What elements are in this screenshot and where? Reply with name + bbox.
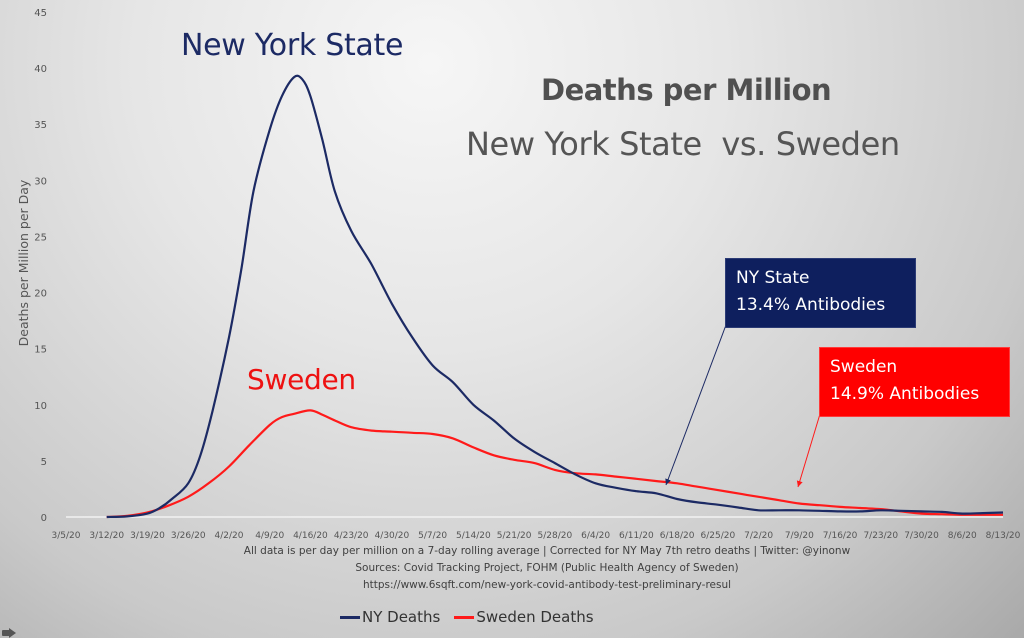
- x-tick-label: 4/2/20: [214, 531, 243, 541]
- x-tick-label: 7/30/20: [904, 531, 939, 541]
- y-tick-label: 0: [41, 513, 47, 524]
- note-url: https://www.6sqft.com/new-york-covid-ant…: [362, 579, 732, 591]
- sweden-series-label: Sweden: [247, 363, 356, 396]
- chart-notes: All data is per day per million on a 7-d…: [0, 543, 1024, 594]
- x-tick-label: 4/16/20: [293, 531, 328, 541]
- annotation-arrows: [665, 324, 821, 488]
- sweden-antibodies-callout: Sweden 14.9% Antibodies: [819, 347, 1010, 417]
- ny-series-label: New York State: [181, 28, 404, 63]
- x-tick-label: 7/9/20: [785, 531, 814, 541]
- x-tick-label: 8/13/20: [986, 531, 1021, 541]
- y-tick-label: 20: [34, 289, 47, 300]
- x-tick-label: 8/6/20: [948, 531, 977, 541]
- ny-callout-arrow: [665, 324, 727, 486]
- x-tick-label: 7/16/20: [823, 531, 858, 541]
- sweden-callout-arrow: [796, 413, 821, 488]
- ny-callout-line2: 13.4% Antibodies: [736, 295, 886, 315]
- note-methodology: All data is per day per million on a 7-d…: [243, 545, 851, 557]
- legend-item-sweden: Sweden Deaths: [454, 608, 594, 626]
- x-tick-label: 6/25/20: [700, 531, 735, 541]
- y-tick-label: 25: [34, 232, 47, 243]
- chart-subtitle: New York State vs. Sweden: [466, 125, 900, 163]
- y-tick-label: 5: [41, 457, 47, 468]
- x-tick-label: 7/2/20: [744, 531, 773, 541]
- legend-label-ny: NY Deaths: [362, 608, 441, 626]
- chart-title: Deaths per Million: [541, 73, 832, 107]
- ny-deaths-line: [106, 74, 1004, 519]
- x-tick-label: 5/21/20: [497, 531, 532, 541]
- x-axis: 3/5/20 3/12/20 3/19/20 3/26/20 4/2/20 4/9/20 4…: [52, 531, 1021, 541]
- x-tick-label: 3/19/20: [130, 531, 165, 541]
- x-tick-label: 3/5/20: [52, 531, 81, 541]
- legend: NY Deaths Sweden Deaths: [340, 608, 608, 626]
- y-tick-label: 40: [34, 64, 47, 75]
- series-group: [106, 74, 1004, 519]
- x-tick-label: 4/23/20: [334, 531, 369, 541]
- x-tick-label: 5/7/20: [418, 531, 447, 541]
- arrow-head: [9, 628, 16, 638]
- y-tick-label: 30: [34, 176, 47, 187]
- legend-swatch-sweden: [454, 615, 475, 619]
- ny-callout-line1: NY State: [736, 268, 810, 288]
- x-tick-label: 4/9/20: [255, 531, 284, 541]
- x-tick-label: 6/11/20: [619, 531, 654, 541]
- y-axis: 0 5 10 15 20 25 30 35 40 45: [34, 8, 47, 524]
- y-tick-label: 35: [34, 120, 47, 131]
- x-tick-label: 6/4/20: [581, 531, 610, 541]
- y-tick-label: 45: [34, 8, 47, 19]
- note-sources: Sources: Covid Tracking Project, FOHM (P…: [355, 562, 739, 574]
- x-tick-label: 6/18/20: [660, 531, 695, 541]
- x-tick-label: 5/14/20: [456, 531, 491, 541]
- sweden-callout-line2: 14.9% Antibodies: [830, 384, 980, 404]
- legend-label-sweden: Sweden Deaths: [476, 608, 594, 626]
- x-tick-label: 5/28/20: [538, 531, 573, 541]
- legend-swatch-ny: [340, 615, 360, 619]
- sweden-callout-line1: Sweden: [830, 357, 898, 377]
- ny-antibodies-callout: NY State 13.4% Antibodies: [725, 258, 916, 328]
- x-tick-label: 3/12/20: [89, 531, 124, 541]
- x-tick-label: 3/26/20: [171, 531, 206, 541]
- legend-item-ny: NY Deaths: [340, 608, 440, 626]
- arrow-shaft: [2, 630, 10, 636]
- y-axis-label: Deaths per Million per Day: [16, 179, 31, 346]
- y-tick-label: 10: [34, 401, 47, 412]
- x-tick-label: 4/30/20: [375, 531, 410, 541]
- x-tick-label: 7/23/20: [863, 531, 898, 541]
- y-tick-label: 15: [34, 345, 47, 356]
